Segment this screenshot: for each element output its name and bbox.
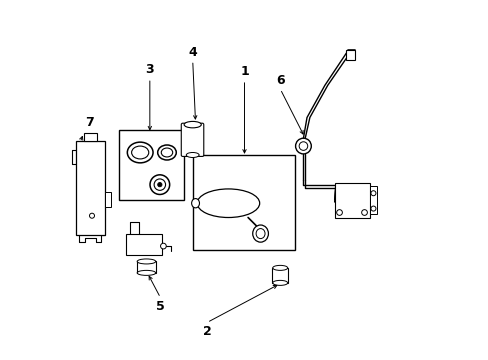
- Circle shape: [160, 243, 166, 249]
- Bar: [272, 268, 287, 283]
- Bar: [105, 192, 110, 207]
- Text: 2: 2: [202, 325, 211, 338]
- Bar: [192, 155, 294, 249]
- Ellipse shape: [150, 175, 169, 194]
- Ellipse shape: [272, 280, 287, 285]
- Ellipse shape: [137, 270, 155, 275]
- Text: 1: 1: [240, 65, 248, 78]
- Ellipse shape: [272, 265, 287, 270]
- Ellipse shape: [137, 259, 155, 264]
- Ellipse shape: [186, 153, 199, 157]
- Bar: [369, 186, 377, 214]
- FancyBboxPatch shape: [181, 123, 203, 157]
- Text: 3: 3: [145, 63, 154, 76]
- Circle shape: [157, 183, 162, 187]
- Text: 5: 5: [156, 300, 164, 313]
- Circle shape: [295, 138, 311, 154]
- Text: 6: 6: [275, 74, 284, 87]
- Circle shape: [89, 213, 94, 218]
- Ellipse shape: [252, 225, 268, 242]
- Circle shape: [336, 210, 342, 215]
- Ellipse shape: [256, 229, 264, 239]
- Ellipse shape: [154, 179, 165, 190]
- Bar: [125, 234, 162, 255]
- Ellipse shape: [197, 189, 259, 217]
- Circle shape: [370, 206, 375, 211]
- Text: 7: 7: [84, 116, 93, 129]
- Circle shape: [299, 142, 307, 150]
- Ellipse shape: [184, 121, 201, 128]
- Ellipse shape: [157, 145, 176, 160]
- Bar: [83, 133, 97, 141]
- Bar: [136, 261, 156, 273]
- Circle shape: [370, 191, 375, 196]
- Bar: [119, 130, 184, 200]
- Bar: [76, 141, 105, 235]
- Circle shape: [361, 210, 366, 215]
- Ellipse shape: [127, 142, 153, 163]
- Text: 4: 4: [188, 46, 197, 59]
- Ellipse shape: [191, 199, 199, 208]
- Ellipse shape: [161, 148, 172, 157]
- Ellipse shape: [131, 146, 148, 159]
- Bar: [334, 183, 369, 217]
- Bar: [346, 50, 354, 60]
